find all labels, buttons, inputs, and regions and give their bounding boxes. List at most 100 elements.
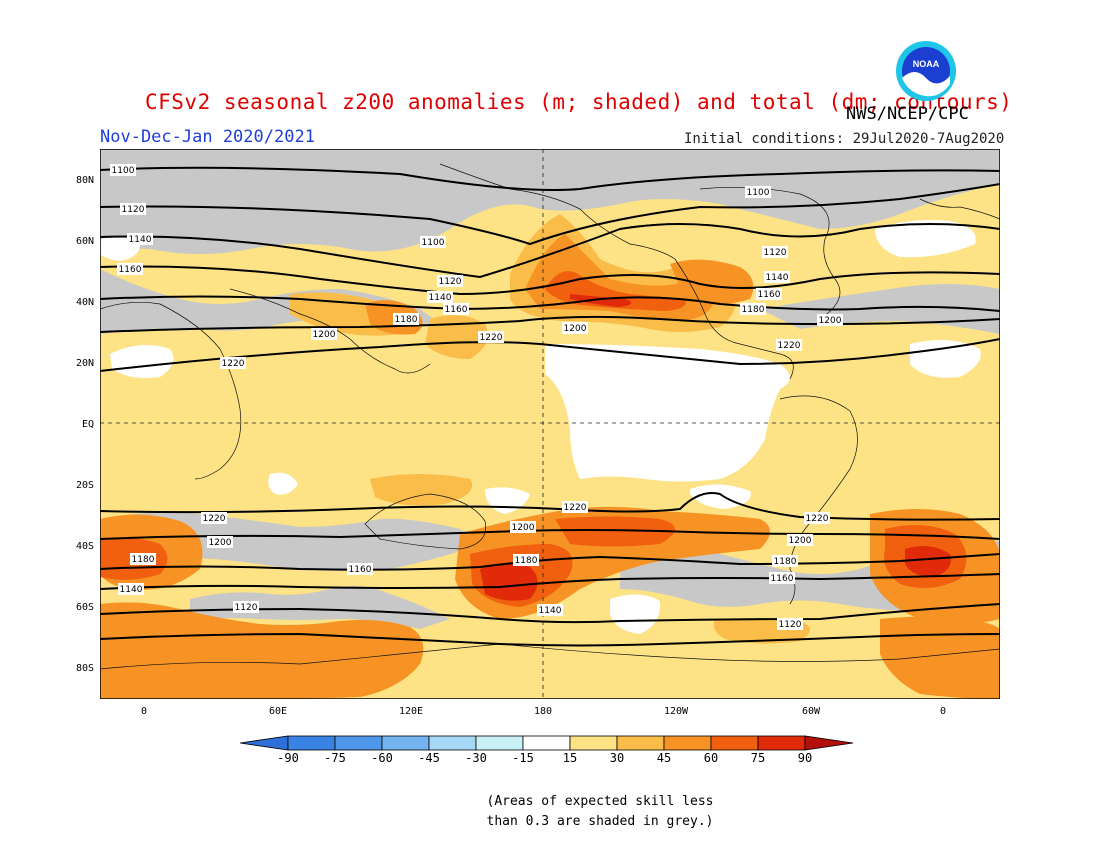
contour-label: 1180 [513, 554, 539, 566]
svg-text:1200: 1200 [819, 316, 842, 326]
lat-label: 80S [75, 663, 94, 674]
svg-text:1140: 1140 [120, 585, 143, 595]
svg-text:1180: 1180 [742, 305, 765, 315]
colorbar-tick-label: 60 [703, 751, 719, 765]
colorbar-tick-label: 30 [609, 751, 625, 765]
svg-text:1160: 1160 [119, 265, 142, 275]
contour-label: 1160 [443, 303, 469, 315]
svg-text:1160: 1160 [771, 574, 794, 584]
contour-label: 1100 [420, 236, 446, 248]
contour-label: 1160 [117, 263, 143, 275]
svg-text:1160: 1160 [758, 290, 781, 300]
contour-label: 1140 [427, 291, 453, 303]
contour-label: 1220 [201, 512, 227, 524]
continent-outlines [100, 163, 1000, 670]
colorbar-swatch [663, 735, 712, 751]
contour-label: 1200 [562, 322, 588, 334]
svg-text:1200: 1200 [512, 523, 535, 533]
lat-label: 60N [75, 236, 94, 247]
svg-text:1180: 1180 [132, 555, 155, 565]
lat-label: 80N [75, 175, 94, 186]
height-contours [100, 166, 1000, 647]
agency-label: NWS/NCEP/CPC [846, 104, 969, 124]
colorbar-swatch [381, 735, 430, 751]
colorbar-swatch [757, 735, 806, 751]
near-zero-white-patches [100, 220, 981, 634]
colorbar-swatch [522, 735, 571, 751]
svg-text:1160: 1160 [349, 565, 372, 575]
colorbar-swatch [334, 735, 383, 751]
svg-text:1120: 1120 [235, 603, 258, 613]
noaa-logo-icon: NOAA [896, 41, 956, 101]
contour-label: 1180 [393, 313, 419, 325]
colorbar-tick-label: -60 [371, 751, 393, 765]
svg-text:1220: 1220 [480, 333, 503, 343]
svg-text:1220: 1220 [564, 503, 587, 513]
svg-text:1200: 1200 [313, 330, 336, 340]
colorbar-swatch [569, 735, 618, 751]
svg-text:1180: 1180 [774, 557, 797, 567]
colorbar-swatch [240, 735, 289, 751]
lat-label: 40S [75, 541, 94, 552]
colorbar-tick-label: -30 [465, 751, 487, 765]
contour-label: 1120 [437, 275, 463, 287]
contour-label: 1140 [537, 604, 563, 616]
colorbar [240, 735, 854, 751]
colorbar-swatch [428, 735, 477, 751]
colorbar-tick-label: 90 [797, 751, 813, 765]
contour-label: 1120 [777, 618, 803, 630]
svg-text:1120: 1120 [764, 248, 787, 258]
lon-label: 180 [533, 706, 553, 717]
colorbar-tick-label: -90 [277, 751, 299, 765]
contour-label: 1180 [772, 555, 798, 567]
colorbar-tick-label: 75 [750, 751, 766, 765]
contour-label: 1100 [110, 164, 136, 176]
svg-text:1220: 1220 [806, 514, 829, 524]
svg-text:1200: 1200 [789, 536, 812, 546]
contour-label: 1160 [347, 563, 373, 575]
lon-label: 60W [801, 706, 821, 717]
lon-label: 120E [398, 706, 424, 717]
initial-conditions: Initial conditions: 29Jul2020-7Aug2020 [684, 131, 1005, 147]
lon-label: 0 [939, 706, 947, 717]
svg-text:1180: 1180 [395, 315, 418, 325]
svg-text:NOAA: NOAA [913, 59, 940, 69]
contour-label: 1200 [787, 534, 813, 546]
contour-label: 1120 [762, 246, 788, 258]
colorbar-tick-label: -45 [418, 751, 440, 765]
contour-label: 1140 [118, 583, 144, 595]
colorbar-swatch [804, 735, 854, 751]
svg-text:1220: 1220 [203, 514, 226, 524]
map-panel: 1100 1100 1100 1120 1120 1120 1120 1120 … [100, 149, 1000, 699]
svg-text:1120: 1120 [779, 620, 802, 630]
contour-label: 1220 [220, 357, 246, 369]
contour-label: 1200 [311, 328, 337, 340]
colorbar-swatch [710, 735, 759, 751]
colorbar-swatch [287, 735, 336, 751]
contour-label: 1120 [233, 601, 259, 613]
colorbar-swatch [475, 735, 524, 751]
svg-text:1140: 1140 [429, 293, 452, 303]
colorbar-swatch [616, 735, 665, 751]
contour-label: 1220 [478, 331, 504, 343]
colorbar-tick-label: -15 [512, 751, 534, 765]
contour-label: 1200 [817, 314, 843, 326]
colorbar-tick-label: -75 [324, 751, 346, 765]
contour-label: 1200 [207, 536, 233, 548]
grey-shading-note: (Areas of expected skill less than 0.3 a… [486, 794, 714, 829]
svg-text:1140: 1140 [766, 273, 789, 283]
svg-text:1140: 1140 [129, 235, 152, 245]
svg-text:1100: 1100 [112, 166, 135, 176]
lon-label: 60E [268, 706, 288, 717]
contour-label: 1200 [510, 521, 536, 533]
contour-label: 1160 [756, 288, 782, 300]
svg-text:1120: 1120 [439, 277, 462, 287]
colorbar-tick-label: 45 [656, 751, 672, 765]
lat-label: 60S [75, 602, 94, 613]
contour-labels: 1100 1100 1100 1120 1120 1120 1120 1120 … [110, 164, 843, 630]
lon-label: 120W [663, 706, 689, 717]
warm-anomaly-patches [100, 214, 1000, 699]
contour-label: 1160 [769, 572, 795, 584]
svg-text:1200: 1200 [564, 324, 587, 334]
contour-label: 1180 [130, 553, 156, 565]
